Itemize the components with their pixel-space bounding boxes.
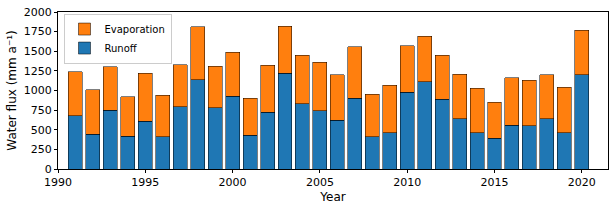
svg-text:1750: 1750	[24, 25, 52, 38]
svg-text:0: 0	[45, 163, 52, 176]
svg-text:Runoff: Runoff	[105, 43, 138, 54]
svg-text:Water flux (mm a⁻¹): Water flux (mm a⁻¹)	[5, 30, 19, 150]
svg-text:2010: 2010	[393, 176, 421, 189]
svg-text:2020: 2020	[568, 176, 596, 189]
svg-text:250: 250	[31, 143, 52, 156]
svg-text:Evaporation: Evaporation	[105, 24, 165, 35]
svg-text:1500: 1500	[24, 45, 52, 58]
svg-text:1250: 1250	[24, 65, 52, 78]
svg-text:2000: 2000	[219, 176, 247, 189]
svg-text:2015: 2015	[481, 176, 509, 189]
svg-text:2000: 2000	[24, 6, 52, 19]
svg-text:1990: 1990	[44, 176, 72, 189]
svg-text:500: 500	[31, 124, 52, 137]
svg-text:1000: 1000	[24, 84, 52, 97]
svg-text:Year: Year	[319, 190, 345, 204]
svg-text:750: 750	[31, 104, 52, 117]
svg-text:2005: 2005	[306, 176, 334, 189]
svg-text:1995: 1995	[131, 176, 159, 189]
